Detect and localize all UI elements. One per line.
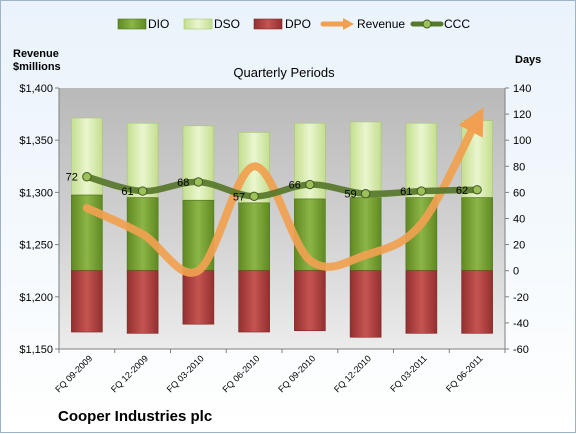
- ccc-data-label: 66: [289, 180, 301, 192]
- bar-dpo: [238, 270, 270, 333]
- plot-area: [59, 88, 505, 349]
- x-tick-label: FQ 03-2010: [165, 353, 206, 394]
- ccc-data-label: 68: [177, 177, 189, 189]
- x-tick-label: FQ 12-2010: [332, 353, 373, 394]
- bar-dpo: [71, 270, 103, 333]
- chart-title: Quarterly Periods: [233, 65, 335, 80]
- legend-arrow-head: [343, 18, 354, 30]
- left-tick-label: $1,300: [19, 187, 53, 199]
- left-tick-label: $1,350: [19, 135, 53, 147]
- legend-swatch-dpo: [253, 18, 283, 30]
- revenue-line: [82, 107, 484, 277]
- x-tick-label: FQ 12-2009: [109, 353, 150, 394]
- right-tick-label: 140: [513, 83, 531, 95]
- ccc-data-label: 72: [66, 172, 78, 184]
- bar-dso: [349, 121, 382, 198]
- right-tick-label: -60: [513, 344, 529, 356]
- bar-dpo: [294, 270, 326, 332]
- x-tick-label: FQ 06-2011: [444, 353, 485, 394]
- right-tick-label: 100: [513, 135, 531, 147]
- legend-label: Revenue: [357, 17, 405, 31]
- bar-dpo: [405, 270, 438, 334]
- left-tick-label: $1,400: [19, 83, 53, 95]
- ccc-point: [249, 191, 259, 202]
- legend-label: DIO: [148, 17, 169, 31]
- right-tick-label: 80: [513, 161, 525, 173]
- legend-label: DSO: [214, 17, 240, 31]
- right-tick-label: -40: [513, 318, 529, 330]
- ccc-point: [472, 185, 482, 195]
- ccc-point: [193, 177, 204, 187]
- right-tick-label: 0: [513, 266, 519, 278]
- left-tick-label: $1,250: [19, 240, 53, 252]
- bar-dio: [238, 202, 270, 271]
- company-name: Cooper Industries plc: [58, 408, 212, 425]
- right-tick-label: 60: [513, 187, 525, 199]
- left-axis-title-line2: $millions: [13, 61, 61, 73]
- right-tick-label: 120: [513, 109, 531, 121]
- right-tick-label: 40: [513, 214, 525, 226]
- left-tick-label: $1,150: [19, 344, 53, 356]
- left-axis-title-line1: Revenue: [13, 48, 59, 60]
- right-tick-label: 20: [513, 240, 525, 252]
- right-axis-title: Days: [515, 54, 541, 66]
- bar-dpo: [461, 270, 493, 334]
- bar-dpo: [126, 270, 159, 334]
- legend-label: CCC: [444, 17, 470, 31]
- legend-label: DPO: [285, 17, 311, 31]
- bar-dpo: [349, 270, 382, 338]
- legend-swatch-dio: [117, 18, 147, 30]
- x-tick-label: FQ 09-2009: [53, 353, 94, 394]
- bar-dso: [126, 122, 159, 198]
- ccc-point: [305, 179, 315, 190]
- right-tick-label: -20: [513, 292, 529, 304]
- bar-dpo: [182, 270, 215, 325]
- bar-dso: [405, 122, 438, 198]
- ccc-point: [82, 172, 92, 182]
- legend-ccc-dot: [422, 19, 432, 29]
- ccc-point: [416, 186, 427, 196]
- ccc-data-label: 59: [344, 189, 356, 201]
- bar-dio: [461, 197, 493, 271]
- bar-dso: [182, 125, 215, 201]
- legend-swatch-dso: [183, 18, 213, 30]
- ccc-data-label: 61: [400, 186, 412, 198]
- ccc-data-label: 61: [121, 186, 133, 198]
- ccc-point: [137, 186, 148, 196]
- ccc-data-label: 62: [456, 185, 468, 197]
- left-tick-label: $1,200: [19, 292, 53, 304]
- ccc-data-label: 57: [233, 191, 245, 203]
- x-tick-label: FQ 03-2011: [388, 353, 429, 394]
- x-tick-label: FQ 06-2010: [221, 353, 262, 394]
- x-tick-label: FQ 09-2010: [276, 353, 317, 394]
- ccc-point: [360, 189, 371, 199]
